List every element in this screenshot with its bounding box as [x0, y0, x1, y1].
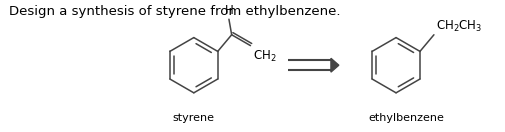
- Text: ethylbenzene: ethylbenzene: [368, 113, 444, 123]
- Text: styrene: styrene: [173, 113, 215, 123]
- Polygon shape: [331, 58, 339, 72]
- Text: CH$_2$CH$_3$: CH$_2$CH$_3$: [436, 19, 482, 34]
- Text: H: H: [225, 4, 233, 17]
- Text: CH$_2$: CH$_2$: [254, 49, 277, 64]
- Text: Design a synthesis of styrene from ethylbenzene.: Design a synthesis of styrene from ethyl…: [9, 5, 341, 18]
